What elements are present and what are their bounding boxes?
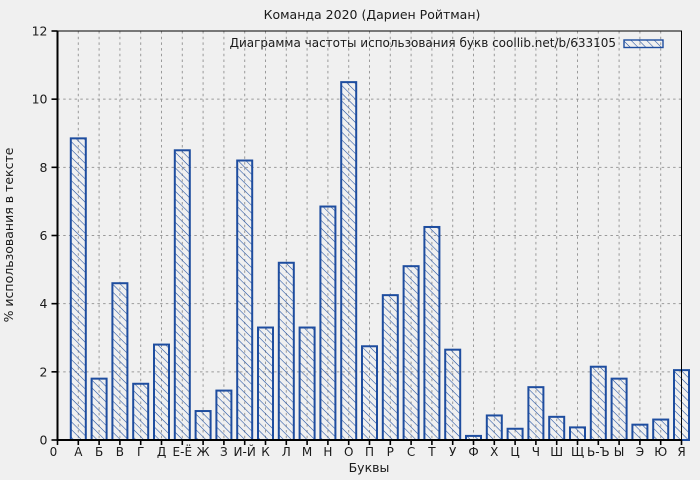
bar-Д (153, 343, 170, 442)
x-axis-title: Буквы (349, 460, 390, 475)
tick-labels: 0 А Б В Г Д Е-Ё Ж З И-Й К Л М Н О П Р С Т У Ф Х Ц Ч Ш Щ Ь-Ъ Ы Э Ю Я 0 2 4… (32, 24, 686, 460)
x-tick-label: Ж (197, 445, 210, 459)
x-tick-label: С (407, 445, 415, 459)
bar-Э (631, 423, 649, 442)
bar-Ь-Ъ (589, 365, 607, 441)
x-tick-label: Е-Ё (173, 444, 193, 459)
bar-С (402, 265, 420, 441)
x-tick-label: Ы (614, 445, 625, 459)
x-tick-label: К (261, 445, 270, 459)
bar-У (444, 348, 462, 441)
axis-ticks (51, 30, 683, 445)
y-tick-label: 10 (32, 92, 48, 107)
x-tick-label: 0 (50, 445, 58, 459)
x-tick-label: Ц (510, 445, 519, 459)
bar-Г (132, 382, 150, 442)
bar-Ш (548, 415, 566, 441)
x-tick-label: Д (157, 445, 166, 459)
x-tick-label: З (220, 445, 228, 459)
bar-К (257, 326, 274, 441)
y-axis-title: % использования в тексте (1, 147, 16, 322)
y-tick-label: 6 (40, 228, 48, 243)
bar-Б (90, 377, 108, 441)
bar-Щ (569, 426, 586, 441)
x-tick-label: В (116, 445, 124, 459)
bar-Р (381, 294, 399, 442)
bar-И-Й (236, 159, 254, 441)
x-tick-label: Ш (550, 445, 563, 459)
bar-Л (277, 261, 295, 441)
bar-О (340, 81, 358, 441)
x-tick-label: У (449, 445, 457, 459)
x-tick-label: Н (323, 445, 332, 459)
bar-В (111, 282, 129, 442)
x-tick-label: Ф (468, 445, 478, 459)
x-tick-label: А (74, 445, 83, 459)
bar-Ц (506, 427, 524, 442)
bar-Ю (652, 418, 670, 441)
bar-Ы (610, 377, 628, 441)
legend-label: Диаграмма частоты использования букв coo… (230, 36, 616, 50)
y-tick-label: 2 (40, 364, 48, 379)
x-tick-label: Ч (532, 445, 540, 459)
y-tick-label: 8 (40, 160, 48, 175)
bar-Н (319, 205, 337, 441)
x-tick-label: Р (387, 445, 394, 459)
x-tick-label: Х (490, 445, 498, 459)
x-tick-label: М (302, 445, 312, 459)
x-tick-label: И-Й (234, 444, 256, 459)
bar-А (69, 137, 87, 442)
bar-Ч (527, 386, 545, 442)
x-tick-label: Ь-Ъ (587, 445, 610, 459)
y-tick-label: 4 (40, 296, 48, 311)
chart-title: Команда 2020 (Дариен Ройтман) (264, 7, 481, 22)
x-tick-label: П (365, 445, 374, 459)
bar-З (215, 389, 233, 441)
x-tick-label: Г (137, 445, 144, 459)
x-tick-label: Щ (571, 445, 584, 459)
x-tick-label: Б (95, 445, 103, 459)
x-tick-label: Т (427, 445, 436, 459)
bar-П (361, 345, 378, 442)
x-tick-label: Л (282, 445, 291, 459)
x-tick-label: Ю (654, 445, 667, 459)
x-tick-label: Э (636, 445, 644, 459)
x-tick-label: Я (677, 445, 685, 459)
bar-Е-Ё (173, 149, 191, 442)
legend-swatch (623, 39, 664, 49)
bar-Ж (194, 410, 212, 442)
y-tick-label: 12 (32, 24, 48, 39)
y-tick-label: 0 (40, 433, 48, 448)
x-tick-label: О (344, 445, 353, 459)
bars (69, 81, 690, 442)
bar-Х (485, 414, 503, 441)
bar-М (298, 326, 316, 441)
bar-Т (423, 225, 441, 441)
